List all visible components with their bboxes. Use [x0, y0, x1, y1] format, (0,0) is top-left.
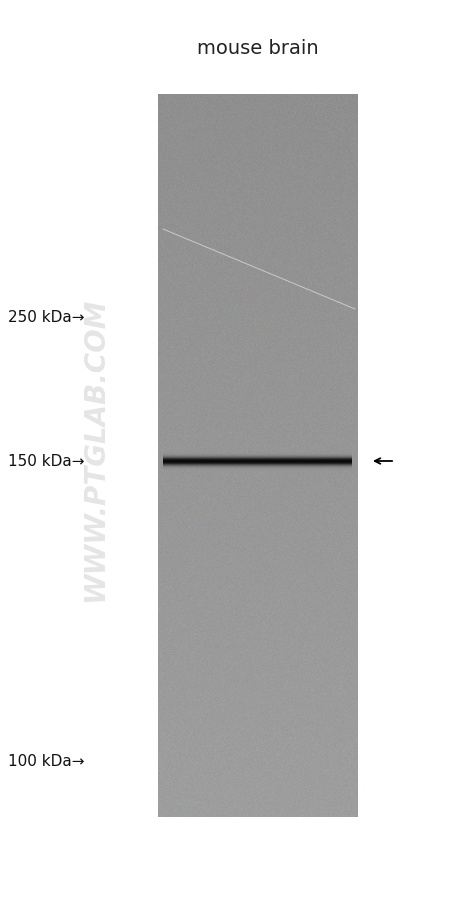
- Text: 250 kDa→: 250 kDa→: [8, 310, 85, 325]
- Text: WWW.PTGLAB.COM: WWW.PTGLAB.COM: [81, 298, 109, 602]
- Text: 150 kDa→: 150 kDa→: [8, 454, 85, 469]
- Text: 100 kDa→: 100 kDa→: [8, 754, 85, 769]
- Text: mouse brain: mouse brain: [197, 39, 319, 58]
